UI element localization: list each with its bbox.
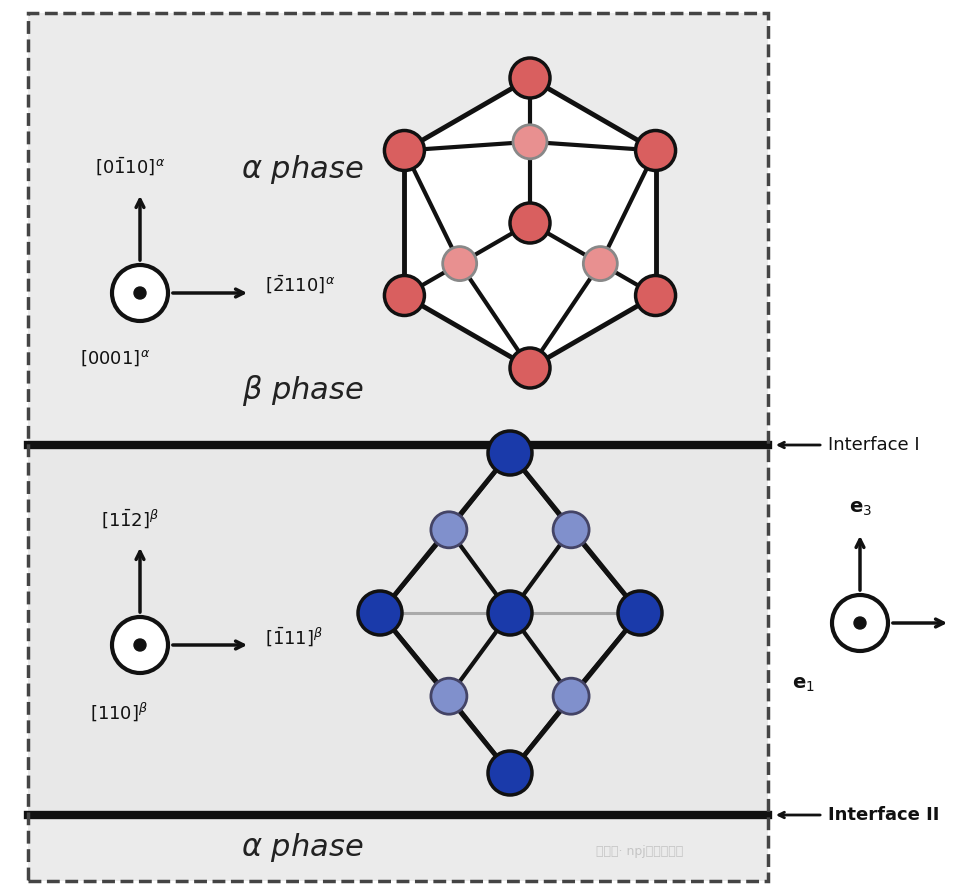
Text: $[\bar{2}110]^{\alpha}$: $[\bar{2}110]^{\alpha}$	[265, 274, 335, 296]
Circle shape	[854, 617, 866, 629]
Circle shape	[134, 287, 146, 299]
Circle shape	[488, 751, 532, 795]
Bar	[28, 13, 768, 881]
Circle shape	[488, 591, 532, 635]
Circle shape	[443, 246, 477, 280]
Text: $[0001]^{\alpha}$: $[0001]^{\alpha}$	[80, 348, 150, 368]
Text: $[110]^{\beta}$: $[110]^{\beta}$	[90, 700, 148, 722]
Circle shape	[553, 512, 589, 547]
Text: $\beta$ phase: $\beta$ phase	[241, 372, 363, 407]
Circle shape	[510, 348, 550, 388]
Circle shape	[510, 203, 550, 243]
Circle shape	[431, 512, 467, 547]
Text: $\alpha$ phase: $\alpha$ phase	[241, 831, 364, 864]
Circle shape	[832, 595, 888, 651]
Text: $[1\bar{1}2]^{\beta}$: $[1\bar{1}2]^{\beta}$	[101, 507, 159, 530]
Circle shape	[431, 678, 467, 714]
Circle shape	[384, 130, 424, 171]
Circle shape	[358, 591, 402, 635]
Text: Interface I: Interface I	[828, 436, 920, 454]
Circle shape	[553, 678, 589, 714]
Circle shape	[384, 276, 424, 315]
Text: $\alpha$ phase: $\alpha$ phase	[241, 153, 364, 186]
Circle shape	[635, 130, 675, 171]
Text: $\mathbf{e}_3$: $\mathbf{e}_3$	[849, 499, 872, 518]
Text: $[\bar{1}11]^{\beta}$: $[\bar{1}11]^{\beta}$	[265, 626, 323, 648]
Circle shape	[134, 639, 146, 651]
Circle shape	[583, 246, 617, 280]
Circle shape	[635, 276, 675, 315]
Text: $\mathbf{e}_1$: $\mathbf{e}_1$	[792, 675, 815, 694]
Circle shape	[510, 58, 550, 98]
Circle shape	[112, 265, 168, 321]
Circle shape	[618, 591, 662, 635]
Bar	[28, 445, 768, 815]
Circle shape	[513, 125, 547, 159]
Text: $[0\bar{1}10]^{\alpha}$: $[0\bar{1}10]^{\alpha}$	[95, 156, 165, 178]
Circle shape	[112, 617, 168, 673]
Circle shape	[488, 431, 532, 475]
Polygon shape	[404, 78, 655, 368]
Bar	[28, 815, 768, 881]
Bar	[28, 13, 768, 445]
Text: 公众号· npj计算材料学: 公众号· npj计算材料学	[597, 845, 684, 857]
Text: Interface II: Interface II	[828, 806, 940, 824]
